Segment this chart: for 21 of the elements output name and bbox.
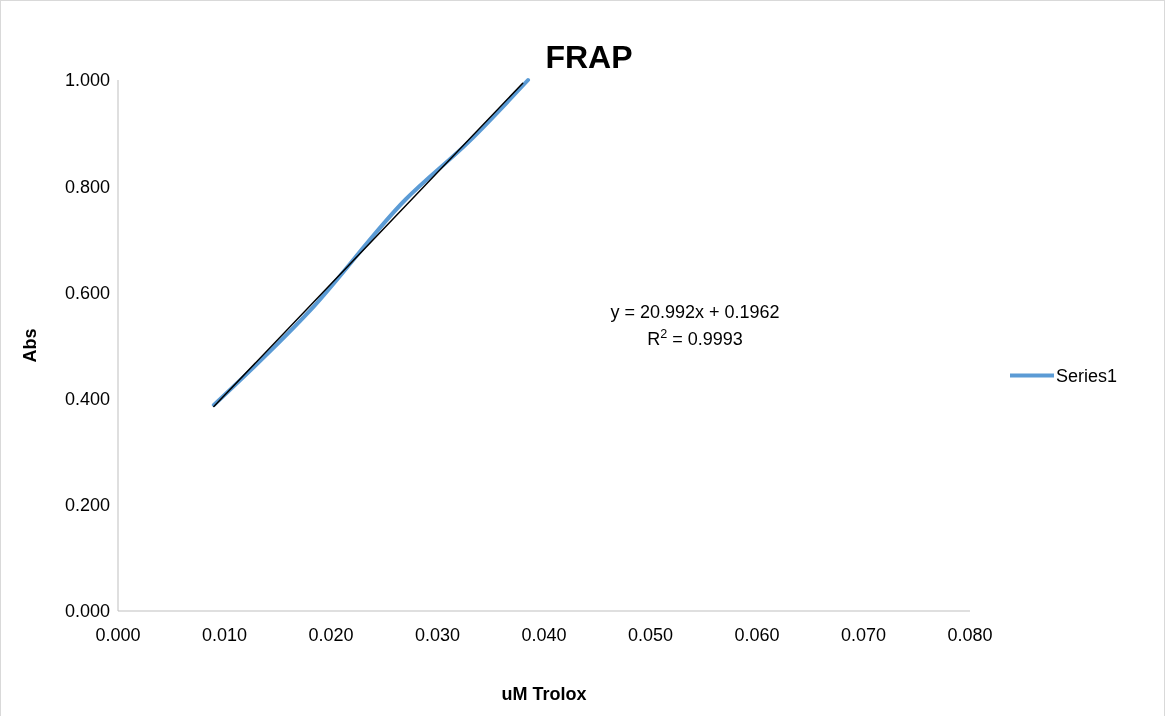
legend-label: Series1 <box>1056 365 1118 386</box>
x-tick-label: 0.070 <box>840 625 887 645</box>
y-tick-label: 0.200 <box>64 495 110 516</box>
annotation: y = 20.992x + 0.1962 <box>610 302 780 322</box>
y-tick-label: 0.800 <box>64 176 110 197</box>
x-tick-label: 0.020 <box>308 625 354 645</box>
x-tick-label: 0.060 <box>734 625 780 645</box>
x-tick-label: 0.040 <box>521 625 567 645</box>
y-tick-label: 0.600 <box>64 282 110 303</box>
annotation: R$^{2}$ = 0.9993 <box>647 327 743 349</box>
chart-title: FRAP <box>545 39 633 75</box>
x-tick-label: 0.080 <box>947 625 993 645</box>
y-tick-label: 0.400 <box>64 388 110 409</box>
y-axis-title: Abs <box>20 328 40 363</box>
y-tick-label: 0.000 <box>64 601 110 622</box>
x-axis-title: uM Trolox <box>501 684 587 704</box>
y-tick-label: 1.000 <box>64 70 110 91</box>
x-tick-label: 0.010 <box>201 625 248 645</box>
x-tick-label: 0.030 <box>414 625 461 645</box>
x-tick-label: 0.000 <box>95 625 141 645</box>
x-tick-label: 0.050 <box>627 625 674 645</box>
